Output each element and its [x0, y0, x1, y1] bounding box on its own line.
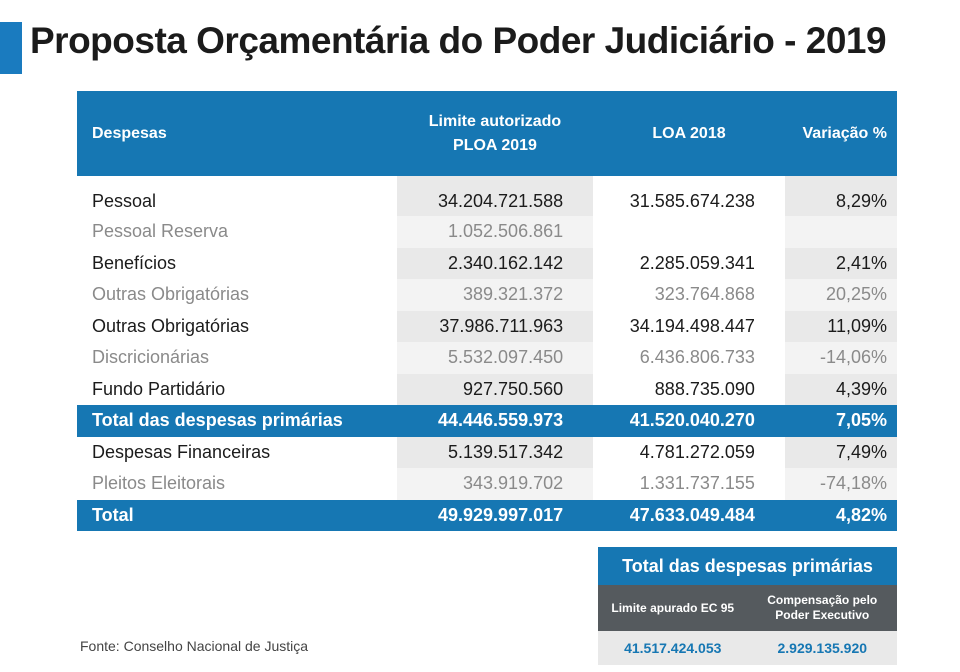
row-limite: 2.340.162.142 [396, 247, 594, 279]
summary-col2-header-line1: Compensação pelo [767, 593, 878, 607]
summary-header: Limite apurado EC 95 Compensação pelo Pod… [598, 585, 897, 631]
summary-col2-header: Compensação pelo Poder Executivo [748, 585, 898, 631]
summary-values: 41.517.424.053 2.929.135.920 [598, 631, 897, 665]
row-variacao [784, 216, 897, 248]
row-limite: 49.929.997.017 [396, 499, 594, 531]
row-label: Outras Obrigatórias [77, 279, 397, 311]
page-title: Proposta Orçamentária do Poder Judiciári… [30, 20, 887, 61]
table-row: Pessoal 34.204.721.588 31.585.674.238 8,29% [77, 176, 897, 216]
row-loa: 323.764.868 [593, 279, 785, 311]
row-variacao: 2,41% [784, 247, 897, 279]
row-loa: 47.633.049.484 [593, 499, 785, 531]
header-limite: Limite autorizado PLOA 2019 [396, 91, 594, 176]
row-limite: 34.204.721.588 [396, 176, 594, 216]
row-label: Pleitos Eleitorais [77, 468, 397, 500]
source-note: Fonte: Conselho Nacional de Justiça [80, 638, 309, 654]
row-loa: 31.585.674.238 [593, 176, 785, 216]
summary-col1-value: 41.517.424.053 [624, 640, 722, 656]
table-row: Pleitos Eleitorais 343.919.702 1.331.737.1… [77, 468, 897, 500]
row-limite: 44.446.559.973 [396, 405, 594, 437]
row-limite: 5.139.517.342 [396, 436, 594, 468]
row-loa: 34.194.498.447 [593, 310, 785, 342]
row-label: Total [77, 499, 397, 531]
row-label: Fundo Partidário [77, 373, 397, 405]
row-variacao: 20,25% [784, 279, 897, 311]
row-label: Outras Obrigatórias [77, 310, 397, 342]
title-accent-bar [0, 22, 22, 74]
header-despesas: Despesas [77, 91, 397, 176]
row-loa: 1.331.737.155 [593, 468, 785, 500]
row-loa: 888.735.090 [593, 373, 785, 405]
row-variacao: 7,49% [784, 436, 897, 468]
row-loa [593, 216, 785, 248]
row-loa: 41.520.040.270 [593, 405, 785, 437]
table-row: Total das despesas primárias 44.446.559.9… [77, 405, 897, 437]
row-loa: 6.436.806.733 [593, 342, 785, 374]
row-loa: 2.285.059.341 [593, 247, 785, 279]
table-header-row: Despesas Limite autorizado PLOA 2019 LOA… [77, 91, 897, 176]
budget-table: Despesas Limite autorizado PLOA 2019 LOA… [77, 91, 897, 531]
row-limite: 37.986.711.963 [396, 310, 594, 342]
header-loa: LOA 2018 [593, 91, 785, 176]
summary-col2-header-line2: Poder Executivo [775, 608, 870, 622]
row-variacao: 7,05% [784, 405, 897, 437]
row-limite: 389.321.372 [396, 279, 594, 311]
table-row: Total 49.929.997.017 47.633.049.484 4,82% [77, 499, 897, 531]
row-variacao: 4,39% [784, 373, 897, 405]
table-row: Benefícios 2.340.162.142 2.285.059.341 2,41… [77, 247, 897, 279]
summary-col2-value: 2.929.135.920 [777, 640, 868, 656]
summary-col1-header: Limite apurado EC 95 [611, 600, 735, 615]
summary-title: Total das despesas primárias [598, 547, 897, 585]
row-limite: 1.052.506.861 [396, 216, 594, 248]
table-row: Discricionárias 5.532.097.450 6.436.806.73… [77, 342, 897, 374]
row-label: Total das despesas primárias [77, 405, 397, 437]
row-label: Discricionárias [77, 342, 397, 374]
row-variacao: 4,82% [784, 499, 897, 531]
header-limite-line1: Limite autorizado [428, 112, 562, 130]
header-limite-line2: PLOA 2019 [453, 136, 537, 154]
row-limite: 343.919.702 [396, 468, 594, 500]
row-limite: 927.750.560 [396, 373, 594, 405]
row-variacao: 8,29% [784, 176, 897, 216]
row-limite: 5.532.097.450 [396, 342, 594, 374]
row-label: Despesas Financeiras [77, 436, 397, 468]
header-variacao: Variação % [784, 91, 897, 176]
summary-box: Total das despesas primárias Limite apur… [598, 547, 897, 665]
table-row: Outras Obrigatórias 389.321.372 323.764.86… [77, 279, 897, 311]
table-row: Pessoal Reserva 1.052.506.861 [77, 216, 897, 248]
row-variacao: -14,06% [784, 342, 897, 374]
row-label: Pessoal Reserva [77, 216, 397, 248]
row-label: Benefícios [77, 247, 397, 279]
table-row: Outras Obrigatórias 37.986.711.963 34.194.… [77, 310, 897, 342]
row-loa: 4.781.272.059 [593, 436, 785, 468]
table-row: Fundo Partidário 927.750.560 888.735.090 4,… [77, 373, 897, 405]
row-variacao: 11,09% [784, 310, 897, 342]
row-variacao: -74,18% [784, 468, 897, 500]
table-row: Despesas Financeiras 5.139.517.342 4.781.2… [77, 436, 897, 468]
row-label: Pessoal [77, 176, 397, 216]
